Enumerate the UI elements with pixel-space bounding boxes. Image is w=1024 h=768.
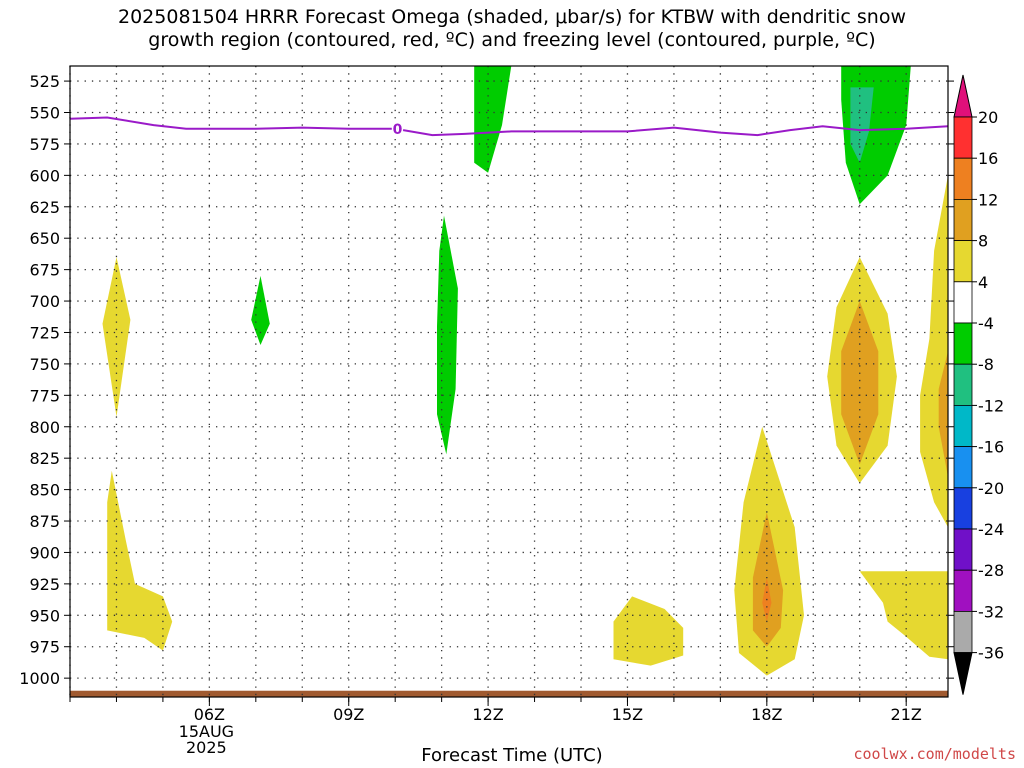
omega-region-2 (251, 275, 270, 345)
title-line-1: 2025081504 HRRR Forecast Omega (shaded, … (118, 6, 906, 28)
colorbar-segment-8 (953, 446, 973, 489)
colorbar-label-4: 4 (978, 273, 988, 292)
y-tick-label-700: 700 (29, 292, 60, 311)
y-tick-label-625: 625 (29, 198, 60, 217)
plot-frame (69, 65, 949, 698)
y-tick-label-775: 775 (29, 386, 60, 405)
colorbar-segment-0 (953, 116, 973, 159)
colorbar-label-13: -36 (978, 644, 1004, 663)
y-tick-label-875: 875 (29, 512, 60, 531)
x-tick-label-06Z: 06Z (194, 705, 225, 724)
plot-border (69, 65, 949, 698)
freezing-level-layer: 0 (69, 116, 949, 139)
colorbar-bottom-arrow (953, 652, 973, 695)
omega-region-4 (474, 66, 512, 173)
date-label-1: 2025 (186, 738, 227, 757)
colorbar-segment-2 (953, 198, 973, 241)
omega-region-13 (920, 175, 948, 528)
colorbar-label-2: 12 (978, 190, 998, 209)
colorbar-top-arrow (953, 74, 973, 118)
x-tick-label-09Z: 09Z (333, 705, 364, 724)
colorbar-segment-10 (953, 528, 973, 571)
grid-lines (69, 66, 948, 697)
y-tick-label-650: 650 (29, 229, 60, 248)
y-tick-label-600: 600 (29, 166, 60, 185)
omega-region-12 (841, 301, 879, 465)
colorbar-segment-9 (953, 487, 973, 530)
x-tick-label-21Z: 21Z (891, 705, 922, 724)
y-tick-label-1000: 1000 (19, 669, 60, 688)
y-tick-label-850: 850 (29, 481, 60, 500)
colorbar-segment-7 (953, 404, 973, 447)
y-tick-label-825: 825 (29, 449, 60, 468)
colorbar-segment-3 (953, 240, 973, 283)
colorbar-label-0: 20 (978, 108, 998, 127)
colorbar-label-5: -4 (978, 314, 994, 333)
colorbar: 20 16 12 8 4 -4 -8 -12 -16 -20 -24 -28 -32 -36 (953, 74, 1004, 695)
colorbar-label-10: -24 (978, 520, 1004, 539)
freezing-level-label: 0 (393, 122, 403, 138)
surface-band (70, 690, 948, 697)
colorbar-label-7: -12 (978, 396, 1004, 415)
date-label-0: 15AUG (179, 722, 234, 741)
y-tick-label-750: 750 (29, 355, 60, 374)
colorbar-label-8: -16 (978, 438, 1004, 457)
y-tick-label-575: 575 (29, 135, 60, 154)
omega-region-9 (752, 512, 784, 647)
colorbar-segment-12 (953, 611, 973, 654)
y-tick-label-800: 800 (29, 418, 60, 437)
y-tick-label-900: 900 (29, 543, 60, 562)
colorbar-label-11: -28 (978, 561, 1004, 580)
colorbar-label-6: -8 (978, 355, 994, 374)
y-tick-label-725: 725 (29, 323, 60, 342)
colorbar-segment-4 (953, 281, 973, 324)
chart-title: 2025081504 HRRR Forecast Omega (shaded, … (0, 6, 1024, 52)
colorbar-label-3: 8 (978, 232, 988, 251)
omega-region-7 (613, 596, 684, 666)
y-tick-label-975: 975 (29, 638, 60, 657)
omega-region-14 (938, 351, 948, 477)
y-tick-label-950: 950 (29, 606, 60, 625)
source-credit[interactable]: coolwx.com/modelts (853, 745, 1016, 763)
colorbar-label-12: -32 (978, 602, 1004, 621)
colorbar-segment-1 (953, 157, 973, 200)
colorbar-label-9: -20 (978, 479, 1004, 498)
x-tick-label-18Z: 18Z (751, 705, 782, 724)
x-tick-label-15Z: 15Z (612, 705, 643, 724)
y-tick-label-550: 550 (29, 104, 60, 123)
y-tick-label-525: 525 (29, 72, 60, 91)
freezing-level-line (69, 116, 949, 137)
omega-shaded-regions (70, 66, 948, 697)
colorbar-label-1: 16 (978, 149, 998, 168)
x-tick-label-12Z: 12Z (472, 705, 503, 724)
x-axis-title: Forecast Time (UTC) (421, 745, 603, 766)
colorbar-segment-11 (953, 569, 973, 612)
omega-region-15 (859, 571, 948, 660)
omega-region-6 (850, 87, 874, 163)
y-axis: 525 550 575 600 625 650 675 700 725 750 775 800 825 8… (19, 72, 954, 688)
title-line-2: growth region (contoured, red, ºC) and f… (148, 29, 876, 51)
colorbar-segment-6 (953, 363, 973, 406)
colorbar-segment-5 (953, 322, 973, 365)
y-tick-label-675: 675 (29, 261, 60, 280)
omega-region-1 (107, 470, 173, 651)
omega-region-3 (437, 215, 458, 455)
y-tick-label-925: 925 (29, 575, 60, 594)
